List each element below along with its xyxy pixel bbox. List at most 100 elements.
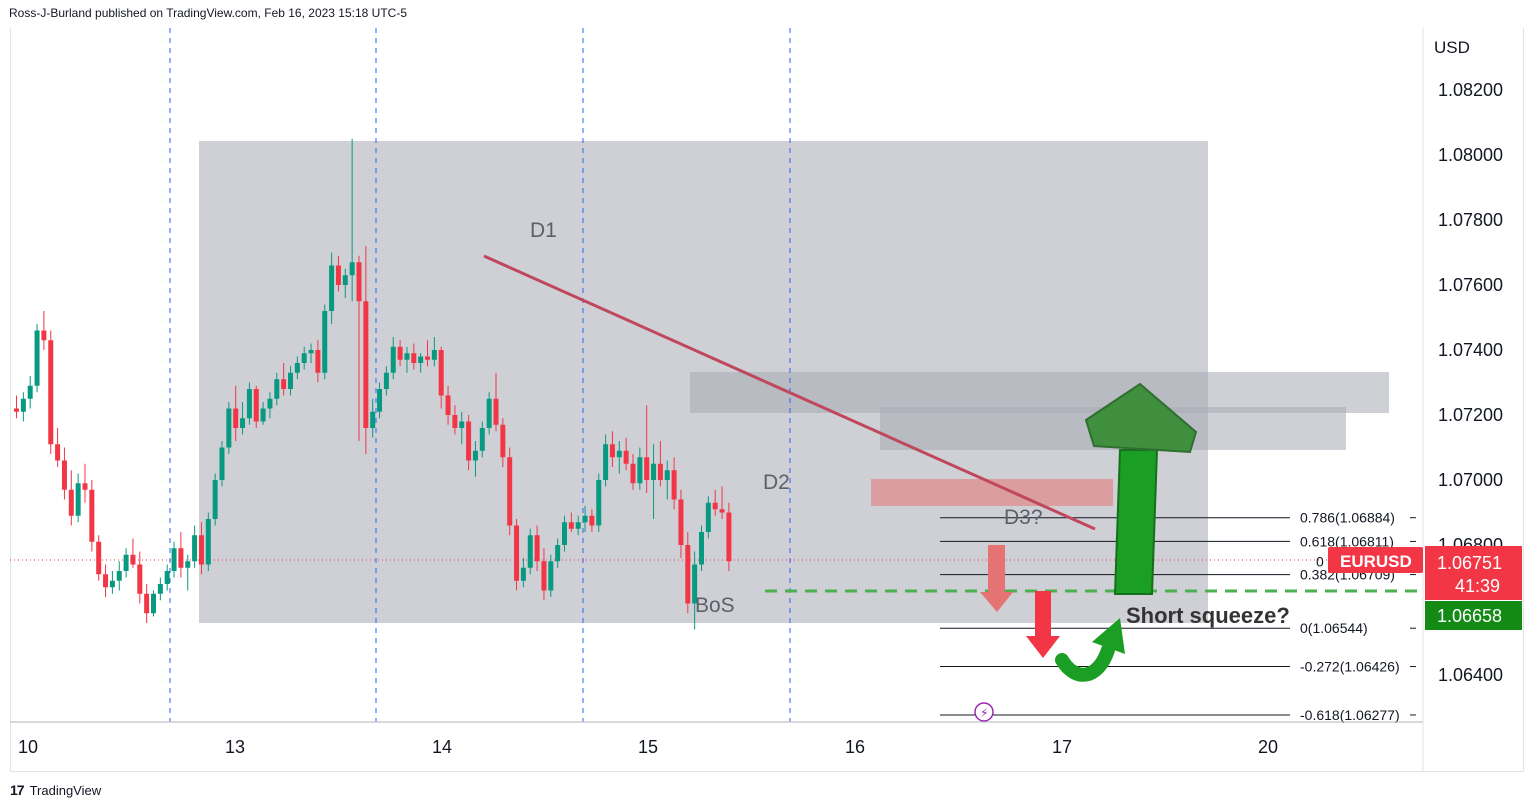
candle	[34, 324, 40, 393]
candle	[493, 372, 499, 432]
label-bos: BoS	[695, 594, 735, 617]
level-tag: 1.06658	[1425, 601, 1522, 630]
fib-level[interactable]: 0.618(1.06811)	[940, 533, 1416, 549]
candle	[212, 473, 218, 526]
time-axis[interactable]: 10 13 14 15 16 17 20	[18, 737, 1278, 757]
candle	[233, 385, 239, 441]
down-arrow-icon	[1026, 591, 1060, 658]
candle	[89, 480, 95, 552]
candle	[27, 376, 33, 409]
price-tick-label: 1.07600	[1438, 275, 1503, 295]
candle	[281, 363, 287, 396]
candle	[20, 392, 26, 422]
candle	[356, 255, 362, 441]
candle	[103, 564, 109, 597]
candle	[301, 346, 307, 370]
candle	[685, 532, 691, 614]
candle	[548, 554, 554, 597]
curved-arrow-icon	[1055, 618, 1125, 682]
candle	[500, 418, 506, 467]
fib-level[interactable]: 0	[1316, 553, 1324, 569]
time-tick-label: 20	[1258, 737, 1278, 757]
fib-label: -0.272(1.06426)	[1300, 659, 1400, 675]
candle	[185, 554, 191, 591]
candle	[260, 402, 266, 425]
candle	[699, 525, 704, 571]
fib-level[interactable]: -0.618(1.06277)	[940, 707, 1416, 723]
candle	[219, 441, 225, 487]
price-tick-label: 1.06400	[1438, 665, 1503, 685]
candle	[157, 577, 163, 601]
lightning-icon[interactable]: ⚡	[974, 702, 994, 722]
candle	[664, 460, 670, 500]
fib-lines[interactable]: 0.786(1.06884)0.618(1.06811)00.382(1.067…	[940, 510, 1416, 723]
candle	[705, 496, 711, 539]
price-tick-label: 1.08200	[1438, 80, 1503, 100]
candle	[137, 551, 143, 604]
candle	[41, 311, 47, 350]
fib-level[interactable]: 0.786(1.06884)	[940, 510, 1416, 526]
candle	[274, 372, 280, 406]
candle	[712, 489, 718, 516]
candle	[644, 405, 650, 493]
currency-label: USD	[1434, 38, 1470, 57]
published-info: Ross-J-Burland published on TradingView.…	[9, 6, 407, 20]
candle	[14, 395, 19, 419]
candle	[308, 343, 314, 363]
candle	[452, 405, 458, 435]
price-axis[interactable]: USD 1.08200 1.08000 1.07800 1.07600 1.07400 1…	[1434, 38, 1503, 685]
price-tick-label: 1.07800	[1438, 210, 1503, 230]
candle	[329, 252, 335, 324]
label-short-squeeze: Short squeeze?	[1126, 603, 1290, 628]
candle	[151, 590, 156, 617]
footer[interactable]: 17 TradingView	[10, 782, 101, 798]
candle	[719, 486, 725, 519]
last-price: 1.06751	[1437, 553, 1502, 573]
fib-label: 0	[1316, 553, 1324, 569]
candle	[678, 489, 684, 558]
candle	[692, 551, 698, 630]
candle	[82, 463, 88, 503]
bar-countdown: 41:39	[1455, 576, 1500, 596]
candle	[507, 447, 513, 536]
fib-level[interactable]: -0.272(1.06426)	[940, 659, 1416, 675]
trend-line[interactable]	[483, 254, 1096, 531]
down-arrow-icon	[980, 545, 1013, 612]
candle	[335, 255, 341, 292]
candle	[623, 437, 629, 471]
candle	[589, 509, 595, 532]
brand-name: TradingView	[29, 782, 102, 798]
candle	[726, 502, 732, 571]
up-arrow-icon	[1084, 382, 1198, 595]
price-tick-label: 1.07000	[1438, 470, 1503, 490]
price-tag: EURUSD 1.06751 41:39	[1328, 546, 1522, 600]
time-tick-label: 10	[18, 737, 38, 757]
candle	[370, 398, 376, 438]
candle	[479, 421, 485, 458]
resistance-zone-upper	[690, 372, 1389, 413]
candle	[383, 366, 389, 396]
candle	[178, 532, 184, 578]
candle	[616, 441, 622, 474]
candle	[253, 385, 259, 428]
symbol-label: EURUSD	[1340, 552, 1412, 571]
candle	[466, 415, 472, 471]
candle	[514, 519, 520, 591]
candle	[425, 340, 430, 367]
candle	[431, 337, 437, 367]
fib-label: 0.618(1.06811)	[1300, 533, 1394, 549]
candle	[116, 561, 122, 591]
candle	[459, 411, 465, 445]
candle	[486, 392, 492, 435]
time-tick-label: 15	[638, 737, 658, 757]
candle	[171, 541, 177, 578]
svg-text:⚡: ⚡	[980, 706, 988, 720]
candle	[240, 402, 246, 435]
candle	[267, 392, 273, 419]
tradingview-logo-icon: 17	[10, 782, 25, 798]
candle	[192, 525, 198, 568]
label-d1: D1	[530, 219, 557, 242]
candle	[671, 457, 677, 510]
candle	[246, 382, 252, 425]
